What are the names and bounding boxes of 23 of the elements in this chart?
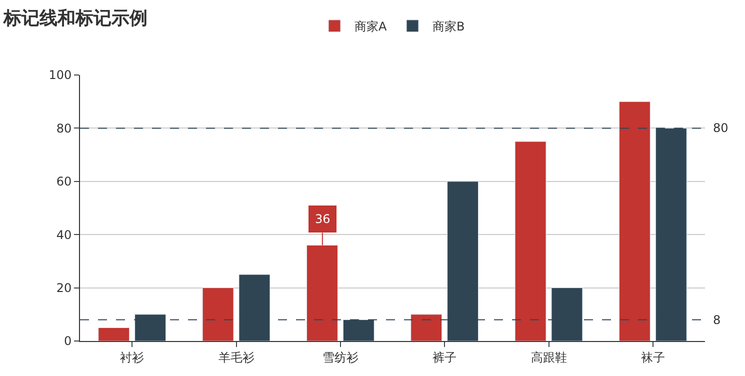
annotation: 36	[315, 212, 330, 226]
legend-label: 商家B	[432, 20, 465, 34]
x-tick-label: 羊毛衫	[218, 350, 254, 364]
x-tick-label: 袜子	[640, 350, 665, 364]
y-tick-label: 60	[56, 174, 72, 189]
legend-label: 商家A	[354, 20, 388, 34]
y-tick-label: 40	[56, 228, 72, 242]
bar	[202, 288, 234, 341]
x-tick-label: 衬衫	[120, 350, 144, 364]
bar	[98, 327, 130, 341]
x-tick-label: 雪纺衫	[322, 350, 358, 364]
x-tick-label: 高跟鞋	[530, 350, 567, 364]
x-tick-label: 裤子	[432, 350, 457, 364]
bar	[514, 141, 546, 341]
ref-line-label: 80	[713, 121, 728, 135]
bar	[618, 101, 650, 341]
y-tick-label: 100	[48, 68, 72, 82]
y-tick-label: 20	[56, 281, 72, 295]
y-tick-label: 0	[64, 334, 72, 348]
y-tick-label: 80	[56, 121, 72, 136]
bar	[410, 314, 442, 341]
ref-line-label: 8	[713, 313, 721, 327]
chart-title: 标记线和标记示例	[2, 8, 148, 29]
